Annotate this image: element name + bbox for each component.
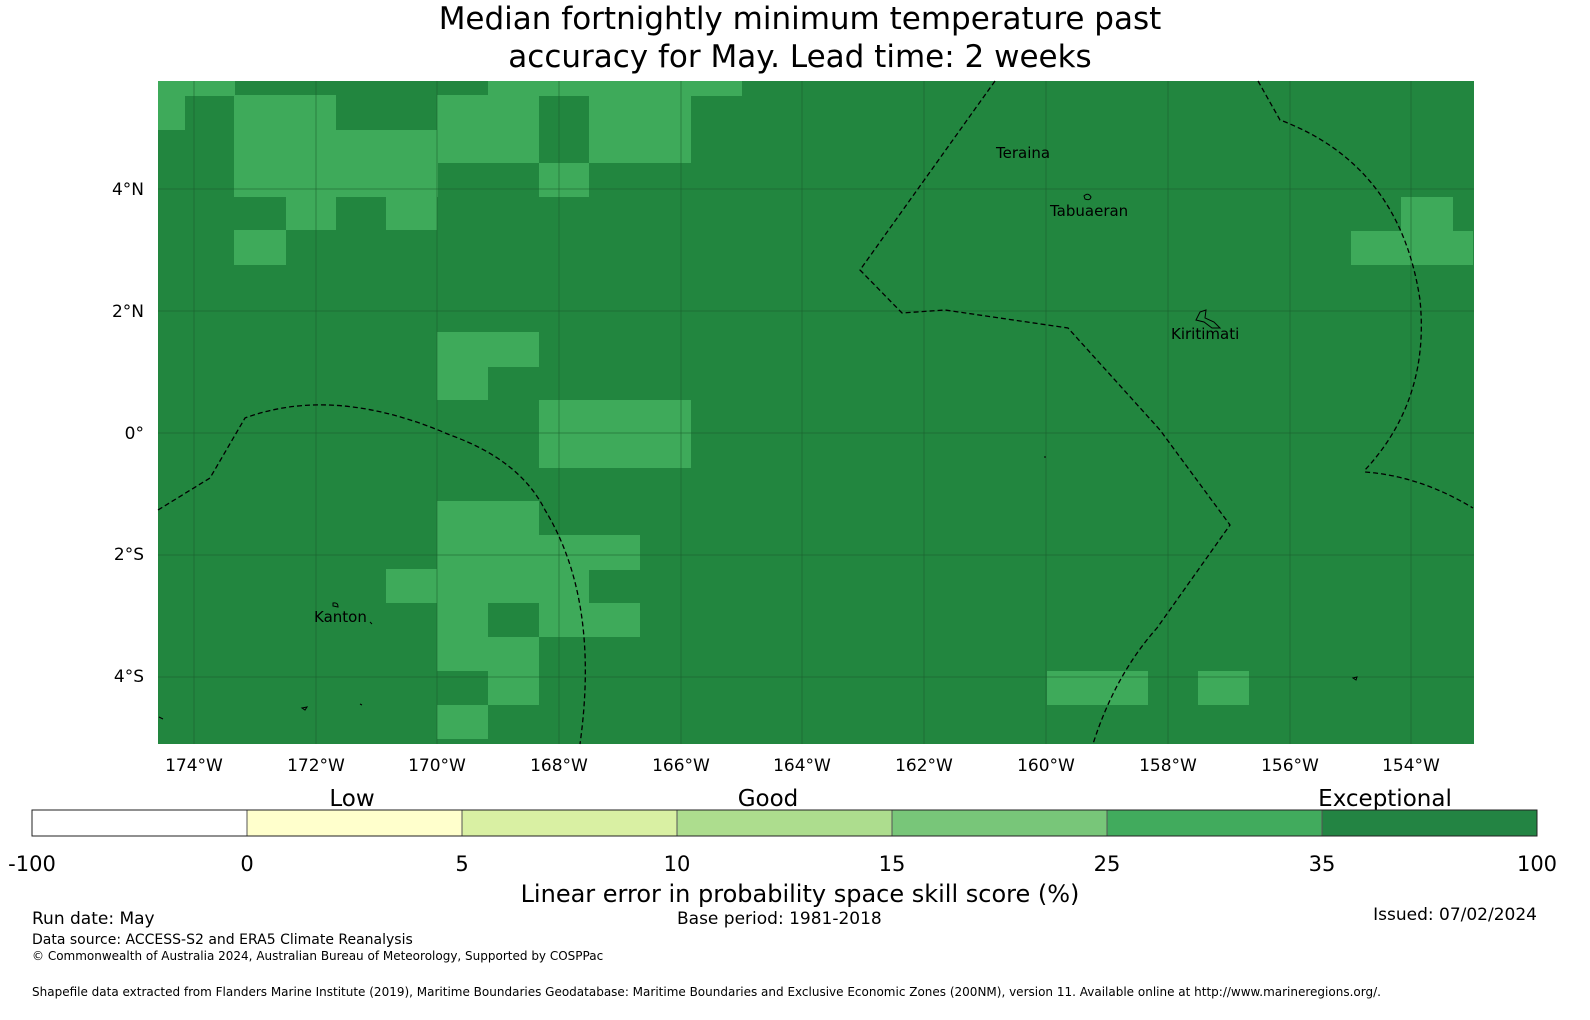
skill-cell-25-35 [158,81,235,96]
island-small-2 [300,706,309,711]
skill-cell-25-35 [1401,197,1453,231]
skill-cell-25-35 [437,366,488,400]
colorbar-tick-0: 0 [240,852,254,876]
lon-tick-160w: 160°W [1017,756,1075,776]
lon-tick-172w: 172°W [287,756,345,776]
colorbar-tick-minus100: -100 [8,852,56,876]
skill-cell-25-35 [1047,671,1148,705]
lat-tick-2s: 2°S [114,545,144,565]
skill-cell-25-35 [234,230,286,265]
colorbar-segment-5 [892,810,1107,836]
colorbar-category-exceptional: Exceptional [1318,786,1452,812]
colorbar-category-good: Good [737,786,799,812]
lat-tick-4n: 4°N [112,180,144,200]
island-tabuaeran [1083,193,1092,201]
eez-boundaries [157,80,1474,745]
issued-date: Issued: 07/02/2024 [1373,905,1537,925]
eez-line-phoenix [157,404,586,745]
colorbar [31,809,1538,837]
skill-cell-25-35 [437,535,640,570]
eez-line-line-islands-west [859,80,1231,745]
data-source: Data source: ACCESS-S2 and ERA5 Climate … [32,932,413,948]
colorbar-tick-15: 15 [878,852,906,876]
island-kiritimati [1195,309,1222,329]
lon-tick-154w: 154°W [1382,756,1440,776]
colorbar-segment-2 [247,810,462,836]
colorbar-segment-6 [1107,810,1322,836]
map-title: Median fortnightly minimum temperature p… [0,0,1590,76]
colorbar-tick-10: 10 [663,852,691,876]
run-date: Run date: May [32,909,155,929]
colorbar-tick-5: 5 [455,852,469,876]
skill-cell-25-35 [386,569,437,603]
skill-cell-25-35 [437,501,539,536]
lon-tick-170w: 170°W [408,756,466,776]
map-panel: Teraina Tabuaeran Kiritimati Kanton 4°N … [112,80,1474,776]
copyright: © Commonwealth of Australia 2024, Austra… [32,949,604,963]
skill-cell-25-35 [336,130,438,197]
colorbar-segment-7 [1322,810,1537,836]
place-label-teraina: Teraina [995,144,1050,162]
lon-tick-162w: 162°W [895,756,953,776]
skill-cell-25-35 [589,95,640,163]
lat-tick-0: 0° [125,424,144,444]
skill-cell-25-35 [539,603,640,637]
skill-cell-25-35 [437,332,539,367]
island-small-4 [1351,676,1358,681]
skill-cell-25-35 [437,603,488,637]
colorbar-category-low: Low [329,786,375,812]
lon-tick-156w: 156°W [1261,756,1319,776]
colorbar-segment-4 [677,810,892,836]
eez-line-line-islands-east [1257,80,1474,509]
colorbar-segment-1 [32,810,247,836]
skill-cell-25-35 [1351,231,1473,265]
island-kanton [332,602,339,608]
base-period: Base period: 1981-2018 [677,909,882,929]
colorbar-segment-3 [462,810,677,836]
island-small-1 [369,621,373,625]
colorbar-tick-100: 100 [1516,852,1558,876]
lat-tick-4s: 4°S [114,667,144,687]
lon-tick-158w: 158°W [1139,756,1197,776]
title-line-2: accuracy for May. Lead time: 2 weeks [508,39,1092,75]
skill-cell-25-35 [437,705,488,739]
lon-tick-174w: 174°W [165,756,223,776]
place-label-kiritimati: Kiritimati [1171,325,1239,343]
skill-cell-25-35 [539,163,589,197]
graticule [158,81,1474,744]
place-label-kanton: Kanton [314,608,367,626]
skill-cell-25-35 [437,637,539,671]
place-label-tabuaeran: Tabuaeran [1049,202,1128,220]
colorbar-tick-35: 35 [1308,852,1336,876]
title-line-1: Median fortnightly minimum temperature p… [438,1,1162,37]
lon-tick-164w: 164°W [773,756,831,776]
colorbar-tick-25: 25 [1093,852,1121,876]
islands [158,193,1358,720]
skill-cell-25-35 [1198,671,1249,705]
island-small-3 [359,703,363,706]
shapefile-credit: Shapefile data extracted from Flanders M… [32,985,1381,999]
lon-tick-168w: 168°W [530,756,588,776]
skill-cell-25-35 [234,95,336,197]
island-small-6 [158,716,164,720]
skill-cell-25-35 [488,81,742,96]
map-svg: Teraina Tabuaeran Kiritimati Kanton 4°N … [112,80,1474,776]
skill-cell-25-35 [539,400,691,468]
skill-cell-25-35 [286,196,336,230]
colorbar-frame [31,809,1538,837]
skill-cell-25-35 [437,569,589,603]
lon-tick-166w: 166°W [652,756,710,776]
skill-cell-25-35 [488,671,539,705]
colorbar-label: Linear error in probability space skill … [520,880,1080,908]
lat-tick-2n: 2°N [112,302,144,322]
skill-cell-25-35 [437,95,539,163]
skill-cell-25-35 [386,196,437,230]
